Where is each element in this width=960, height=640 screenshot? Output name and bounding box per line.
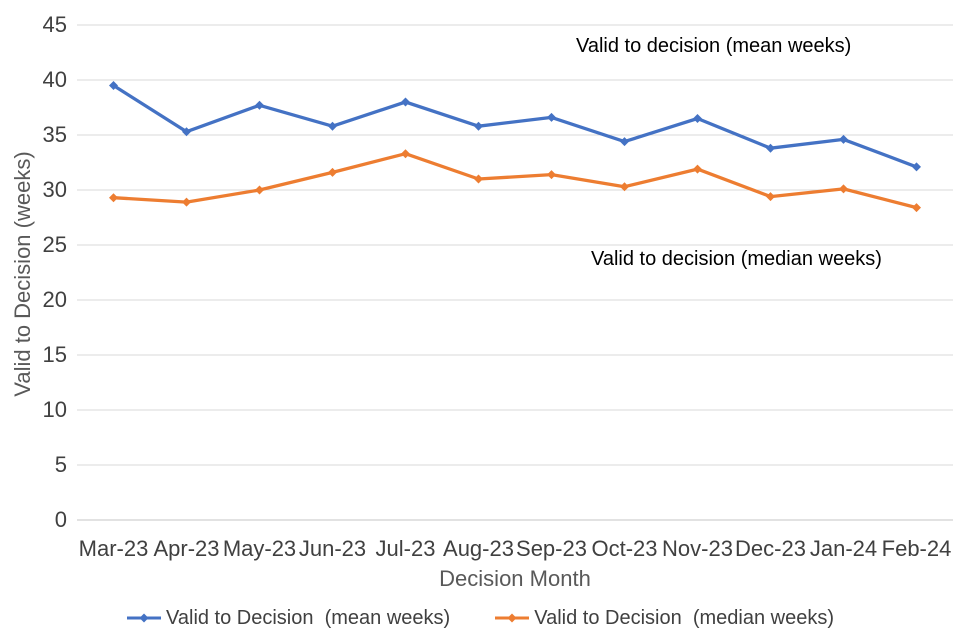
data-point-marker — [328, 121, 337, 131]
legend-item-0: Valid to Decision (mean weeks) — [126, 605, 450, 631]
legend-line-marker-icon — [127, 613, 162, 623]
x-tick-label-Nov-23: Nov-23 — [662, 536, 733, 561]
x-axis-title: Decision Month — [439, 566, 591, 591]
y-tick-label-10: 10 — [42, 397, 67, 422]
series-line-0 — [111, 83, 919, 169]
data-point-marker — [474, 121, 483, 131]
data-point-marker — [912, 162, 921, 172]
series-lines — [109, 81, 921, 213]
gridlines — [77, 24, 953, 521]
data-point-marker — [766, 192, 775, 202]
data-point-marker — [401, 97, 410, 107]
y-tick-label-30: 30 — [42, 177, 67, 202]
data-point-marker — [328, 167, 337, 177]
y-tick-label-35: 35 — [42, 122, 67, 147]
x-tick-label-Jan-24: Jan-24 — [809, 536, 878, 561]
x-tick-label-Oct-23: Oct-23 — [591, 536, 658, 561]
x-tick-label-May-23: May-23 — [222, 536, 297, 561]
data-point-marker — [109, 193, 118, 203]
legend-label-1: Valid to Decision (median weeks) — [534, 607, 834, 629]
x-tick-label-Dec-23: Dec-23 — [735, 536, 806, 561]
data-point-marker — [182, 197, 191, 207]
data-point-marker — [255, 185, 264, 195]
y-tick-label-5: 5 — [54, 452, 67, 477]
data-point-marker — [547, 170, 556, 180]
data-point-marker — [693, 164, 702, 174]
y-tick-label-40: 40 — [42, 67, 67, 92]
legend-label-0: Valid to Decision (mean weeks) — [166, 607, 451, 629]
legend: Valid to Decision (mean weeks) Valid to D… — [0, 605, 960, 631]
data-point-marker — [912, 203, 921, 213]
x-tick-label-Feb-24: Feb-24 — [881, 536, 952, 561]
data-point-marker — [255, 100, 264, 110]
data-point-marker — [547, 112, 556, 122]
y-tick-label-15: 15 — [42, 342, 67, 367]
data-point-marker — [474, 174, 483, 184]
x-tick-label-Jun-23: Jun-23 — [298, 536, 367, 561]
y-tick-label-45: 45 — [42, 12, 67, 37]
data-point-marker — [401, 149, 410, 159]
y-tick-label-0: 0 — [54, 507, 67, 532]
legend-line-marker-icon — [495, 613, 530, 623]
annotation-median-series: Valid to decision (median weeks) — [591, 248, 882, 270]
x-tick-label-Mar-23: Mar-23 — [78, 536, 149, 561]
y-tick-label-20: 20 — [42, 287, 67, 312]
data-point-marker — [839, 184, 848, 194]
y-axis-title: Valid to Decision (weeks) — [10, 151, 35, 397]
data-point-marker — [839, 134, 848, 144]
x-tick-label-Aug-23: Aug-23 — [443, 536, 514, 561]
data-point-marker — [766, 143, 775, 153]
data-point-marker — [693, 114, 702, 123]
legend-item-1: Valid to Decision (median weeks) — [494, 605, 834, 631]
data-point-marker — [620, 182, 629, 192]
y-tick-label-25: 25 — [42, 232, 67, 257]
data-point-marker — [182, 127, 191, 137]
annotation-mean-series: Valid to decision (mean weeks) — [576, 35, 852, 57]
data-point-marker — [620, 137, 629, 147]
data-point-marker — [109, 81, 118, 90]
x-tick-label-Jul-23: Jul-23 — [375, 536, 436, 561]
x-tick-label-Apr-23: Apr-23 — [153, 536, 220, 561]
series-line-1 — [111, 152, 919, 210]
x-tick-label-Sep-23: Sep-23 — [516, 536, 587, 561]
